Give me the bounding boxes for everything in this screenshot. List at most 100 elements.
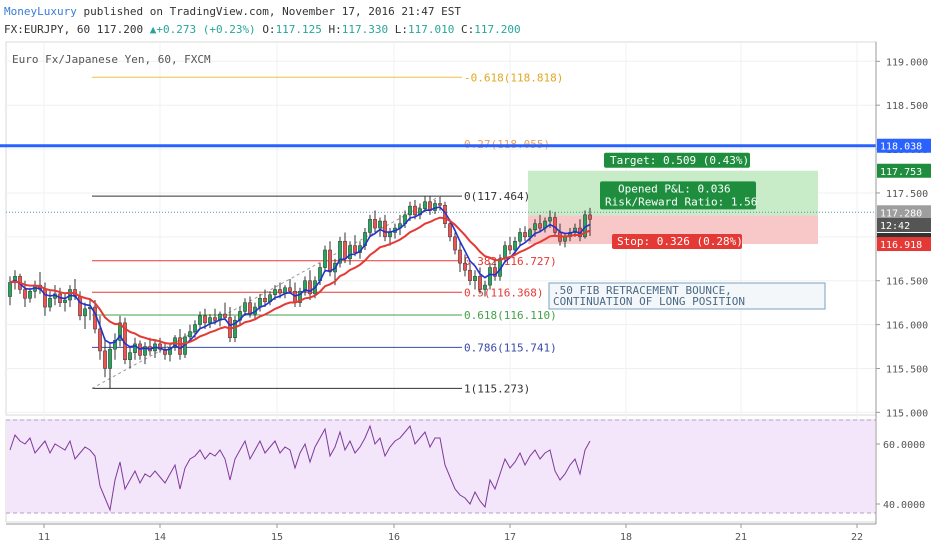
y-tick-label: 115.000 <box>886 408 928 419</box>
fib-label: 0.618(116.110) <box>464 309 557 322</box>
risk-reward-label: Risk/Reward Ratio: 1.56 <box>605 195 757 208</box>
open-label: O: <box>262 23 276 36</box>
candle-body <box>488 267 492 286</box>
candle-body <box>248 302 252 315</box>
candle-body <box>573 227 577 233</box>
price-tag-bg <box>877 163 931 178</box>
candle-body <box>453 236 457 251</box>
price-tag: 116.918 <box>880 240 922 251</box>
x-tick-label: 21 <box>735 532 747 543</box>
candle-body <box>408 205 412 216</box>
price-tag-bg <box>877 237 931 252</box>
candle-body <box>263 298 267 303</box>
annotation-line-2: CONTINUATION OF LONG POSITION <box>553 295 745 308</box>
candle-body <box>588 214 592 220</box>
candle-body <box>103 350 107 369</box>
annotation-box <box>548 282 826 310</box>
candle-body <box>343 240 347 260</box>
publish-text: published on TradingView.com, November 1… <box>83 5 461 18</box>
fib-label: -0.618(118.818) <box>464 71 563 84</box>
candle-body <box>28 291 32 299</box>
candle-body <box>278 289 282 294</box>
candle-body <box>523 232 527 238</box>
high-label: H: <box>328 23 342 36</box>
fib-label: 1(115.273) <box>464 382 530 395</box>
candle-body <box>338 240 342 264</box>
fib-label: 0.5(116.368) <box>464 286 543 299</box>
candle-body <box>8 282 12 297</box>
up-arrow-icon: ▲ <box>149 23 157 36</box>
target-label: Target: 0.509 (0.43%) <box>610 154 749 167</box>
rsi-tick-label: 60.0000 <box>883 440 925 451</box>
candle-body <box>508 245 512 251</box>
candle-body <box>348 245 352 260</box>
candle-body <box>513 240 517 251</box>
change-percent: (+0.23%) <box>202 23 256 36</box>
candle-body <box>423 201 427 210</box>
candle-body <box>298 291 302 303</box>
ma-fast-line <box>9 206 591 351</box>
symbol-label: FX:EURJPY, 60 <box>4 23 91 36</box>
price-tag-bg <box>877 218 931 232</box>
x-tick-label: 18 <box>620 532 632 543</box>
candle-body <box>438 203 442 206</box>
chart-title: Euro Fx/Japanese Yen, 60, FXCM <box>12 53 211 66</box>
candle-body <box>448 223 452 238</box>
candle-body <box>178 337 182 355</box>
last-price: 117.200 <box>96 23 144 36</box>
candle-body <box>243 302 247 312</box>
y-tick-label: 115.500 <box>886 364 928 375</box>
ma-slow-line <box>9 216 591 346</box>
candle-body <box>133 343 137 353</box>
ohlc-legend: FX:EURJPY, 60 117.200 ▲+0.273 (+0.23%) O… <box>4 23 521 36</box>
close-value: 117.200 <box>474 23 521 36</box>
candle-body <box>473 276 477 281</box>
candle-body <box>538 223 542 229</box>
x-tick-label: 15 <box>271 532 283 543</box>
fib-label: 0(117.464) <box>464 190 530 203</box>
fib-label: 0.786(115.741) <box>464 341 557 354</box>
candle-body <box>308 280 312 295</box>
candle-body <box>283 287 287 294</box>
publish-info: MoneyLuxury published on TradingView.com… <box>4 5 461 18</box>
candle-body <box>388 232 392 238</box>
author-link[interactable]: MoneyLuxury <box>4 5 77 18</box>
candle-body <box>83 308 87 317</box>
candle-body <box>98 328 102 352</box>
fib-label: 0.382(116.727) <box>464 255 557 268</box>
candle-body <box>378 220 382 229</box>
candle-body <box>553 217 557 233</box>
candle-body <box>163 348 167 355</box>
candle-body <box>23 289 27 299</box>
candle-body <box>518 232 522 242</box>
stop-label-bg <box>612 234 742 250</box>
candle-body <box>493 267 497 277</box>
candle-body <box>463 262 467 271</box>
low-value: 117.010 <box>408 23 455 36</box>
candle-body <box>458 249 462 264</box>
candle-body <box>158 343 162 350</box>
candle-body <box>548 217 552 222</box>
candle-body <box>198 315 202 325</box>
candle-body <box>78 296 82 317</box>
x-tick-label: 17 <box>504 532 516 543</box>
annotation-line-1: .50 FIB RETRACEMENT BOUNCE, <box>553 284 732 297</box>
candle-body <box>468 269 472 281</box>
candle-body <box>188 331 192 338</box>
candle-body <box>273 289 277 296</box>
candle-body <box>258 298 262 308</box>
candle-body <box>108 348 112 369</box>
candle-body <box>483 284 487 290</box>
candle-body <box>208 317 212 324</box>
candle-body <box>478 276 482 290</box>
candle-body <box>323 249 327 268</box>
y-tick-label: 119.000 <box>886 57 928 68</box>
candle-body <box>213 317 217 321</box>
high-value: 117.330 <box>341 23 389 36</box>
candle-body <box>193 324 197 332</box>
candle-body <box>503 245 507 260</box>
candle-body <box>303 280 307 292</box>
x-tick-label: 16 <box>388 532 400 543</box>
close-label: C: <box>461 23 475 36</box>
